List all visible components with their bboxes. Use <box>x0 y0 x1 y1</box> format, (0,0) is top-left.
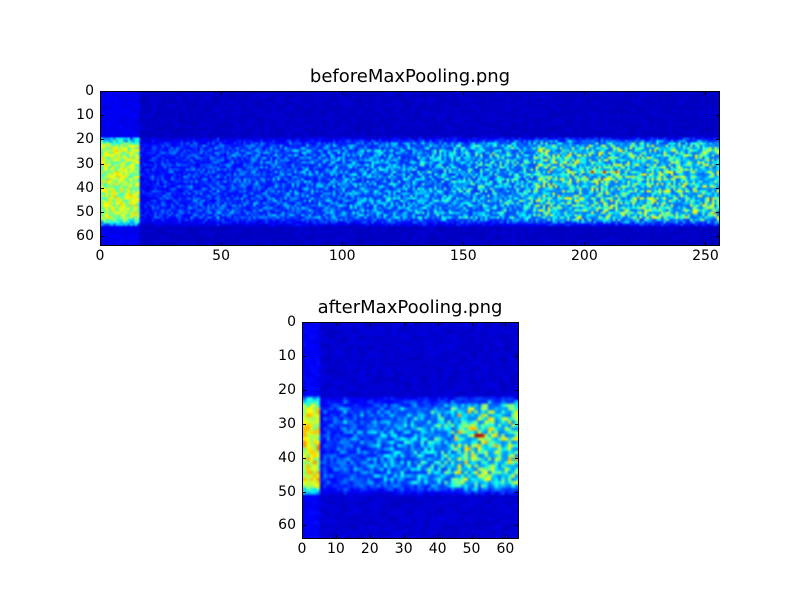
y-tick-label-before: 40 <box>76 179 94 196</box>
x-tick-label-after: 0 <box>297 541 307 557</box>
y-tick-mark-before <box>100 212 104 214</box>
y-tick-mark-before <box>100 236 104 238</box>
y-tick-mark-before <box>716 115 720 117</box>
x-tick-mark-after <box>471 322 473 326</box>
y-tick-mark-after <box>515 491 519 493</box>
y-tick-mark-after <box>302 322 306 323</box>
x-tick-label-after: 10 <box>326 541 345 557</box>
x-tick-label-before: 250 <box>692 248 719 264</box>
x-tick-label-before: 200 <box>571 248 598 264</box>
y-tick-mark-before <box>716 163 720 165</box>
heatmap-before <box>100 91 720 246</box>
y-tick-mark-before <box>100 139 104 141</box>
x-tick-mark-before <box>221 242 223 246</box>
y-tick-mark-after <box>515 457 519 459</box>
x-tick-label-after: 30 <box>394 541 413 557</box>
x-tick-mark-before <box>584 91 586 95</box>
y-tick-label-after: 40 <box>278 449 296 466</box>
y-tick-mark-before <box>716 187 720 189</box>
y-tick-mark-before <box>716 139 720 141</box>
y-tick-label-after: 30 <box>278 415 296 432</box>
x-tick-mark-after <box>302 535 303 539</box>
x-tick-mark-before <box>705 91 707 95</box>
y-tick-label-before: 10 <box>76 107 94 124</box>
y-tick-mark-after <box>515 355 519 357</box>
chart-title-before: beforeMaxPooling.png <box>309 66 511 87</box>
y-tick-label-after: 50 <box>278 483 296 500</box>
y-tick-label-before: 50 <box>76 204 94 221</box>
y-tick-mark-after <box>302 525 306 527</box>
x-tick-mark-after <box>505 322 507 326</box>
y-tick-label-after: 10 <box>278 347 296 364</box>
x-tick-mark-before <box>342 91 344 95</box>
x-tick-mark-after <box>335 535 337 539</box>
chart-title-after: afterMaxPooling.png <box>317 297 503 318</box>
y-tick-mark-before <box>716 212 720 214</box>
y-tick-label-before: 20 <box>76 131 94 148</box>
heatmap-after <box>302 322 519 539</box>
y-tick-mark-after <box>302 423 306 425</box>
x-tick-mark-after <box>403 322 405 326</box>
y-tick-mark-before <box>100 91 104 92</box>
y-tick-mark-before <box>716 236 720 238</box>
x-tick-mark-after <box>505 535 507 539</box>
x-tick-mark-after <box>471 535 473 539</box>
y-tick-mark-before <box>100 187 104 189</box>
y-tick-label-before: 0 <box>85 83 94 99</box>
x-tick-mark-before <box>100 91 101 95</box>
y-tick-mark-after <box>515 389 519 391</box>
y-tick-mark-before <box>100 115 104 117</box>
y-tick-mark-after <box>515 525 519 527</box>
x-tick-mark-before <box>100 242 101 246</box>
x-tick-label-after: 50 <box>462 541 481 557</box>
y-tick-mark-after <box>302 491 306 493</box>
x-tick-mark-before <box>221 91 223 95</box>
y-tick-label-after: 20 <box>278 381 296 398</box>
x-tick-label-after: 60 <box>496 541 515 557</box>
y-tick-mark-after <box>515 423 519 425</box>
x-tick-label-before: 100 <box>328 248 356 264</box>
x-tick-mark-before <box>705 242 707 246</box>
heatmap-canvas-after <box>303 323 518 538</box>
y-tick-mark-after <box>302 457 306 459</box>
x-tick-mark-after <box>437 322 439 326</box>
y-tick-mark-after <box>515 322 519 323</box>
y-tick-mark-after <box>302 355 306 357</box>
x-tick-mark-before <box>584 242 586 246</box>
x-tick-label-after: 40 <box>428 541 447 557</box>
x-tick-mark-after <box>302 322 303 326</box>
x-tick-mark-after <box>335 322 337 326</box>
x-tick-mark-after <box>369 322 371 326</box>
y-tick-mark-after <box>302 389 306 391</box>
x-tick-mark-before <box>463 91 465 95</box>
heatmap-canvas-before <box>101 92 719 245</box>
x-tick-label-before: 50 <box>212 248 231 264</box>
x-tick-mark-after <box>369 535 371 539</box>
x-tick-mark-after <box>403 535 405 539</box>
x-tick-mark-after <box>437 535 439 539</box>
y-tick-label-before: 60 <box>76 228 94 245</box>
y-tick-mark-before <box>100 163 104 165</box>
x-tick-label-before: 150 <box>449 248 477 264</box>
y-tick-label-before: 30 <box>76 155 94 172</box>
y-tick-mark-before <box>716 91 720 92</box>
y-tick-label-after: 60 <box>278 517 296 534</box>
x-tick-label-after: 20 <box>360 541 379 557</box>
x-tick-label-before: 0 <box>95 248 105 264</box>
y-tick-label-after: 0 <box>287 314 296 330</box>
x-tick-mark-before <box>342 242 344 246</box>
x-tick-mark-before <box>463 242 465 246</box>
